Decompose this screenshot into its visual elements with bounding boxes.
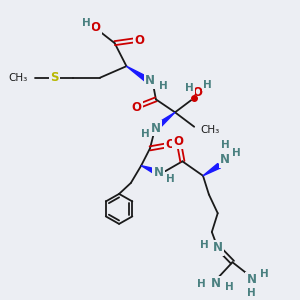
Text: N: N [213, 241, 223, 254]
Text: H: H [247, 287, 256, 298]
Polygon shape [141, 166, 156, 174]
Text: H: H [166, 174, 175, 184]
Text: H: H [82, 18, 91, 28]
Text: CH₃: CH₃ [9, 73, 28, 83]
Text: O: O [91, 21, 100, 34]
Text: N: N [220, 153, 230, 167]
Text: H: H [141, 129, 150, 139]
Text: H: H [185, 83, 194, 93]
Text: H: H [232, 148, 241, 158]
Text: CH₃: CH₃ [200, 124, 219, 135]
Text: H: H [225, 282, 234, 292]
Text: H: H [159, 81, 168, 92]
Text: O: O [135, 34, 145, 47]
Text: O: O [132, 101, 142, 114]
Polygon shape [203, 164, 220, 176]
Text: O: O [166, 138, 176, 152]
Text: N: N [145, 74, 155, 87]
Text: N: N [211, 278, 221, 290]
Polygon shape [157, 112, 175, 127]
Text: H: H [200, 240, 209, 250]
Text: H: H [197, 279, 206, 289]
Text: H: H [203, 80, 212, 90]
Text: S: S [50, 71, 58, 84]
Text: O: O [192, 85, 202, 99]
Text: O: O [174, 135, 184, 148]
Text: H: H [260, 269, 269, 279]
Text: N: N [247, 273, 256, 286]
Polygon shape [126, 66, 148, 81]
Text: N: N [154, 167, 164, 179]
Text: H: H [221, 140, 230, 151]
Text: N: N [151, 122, 161, 135]
